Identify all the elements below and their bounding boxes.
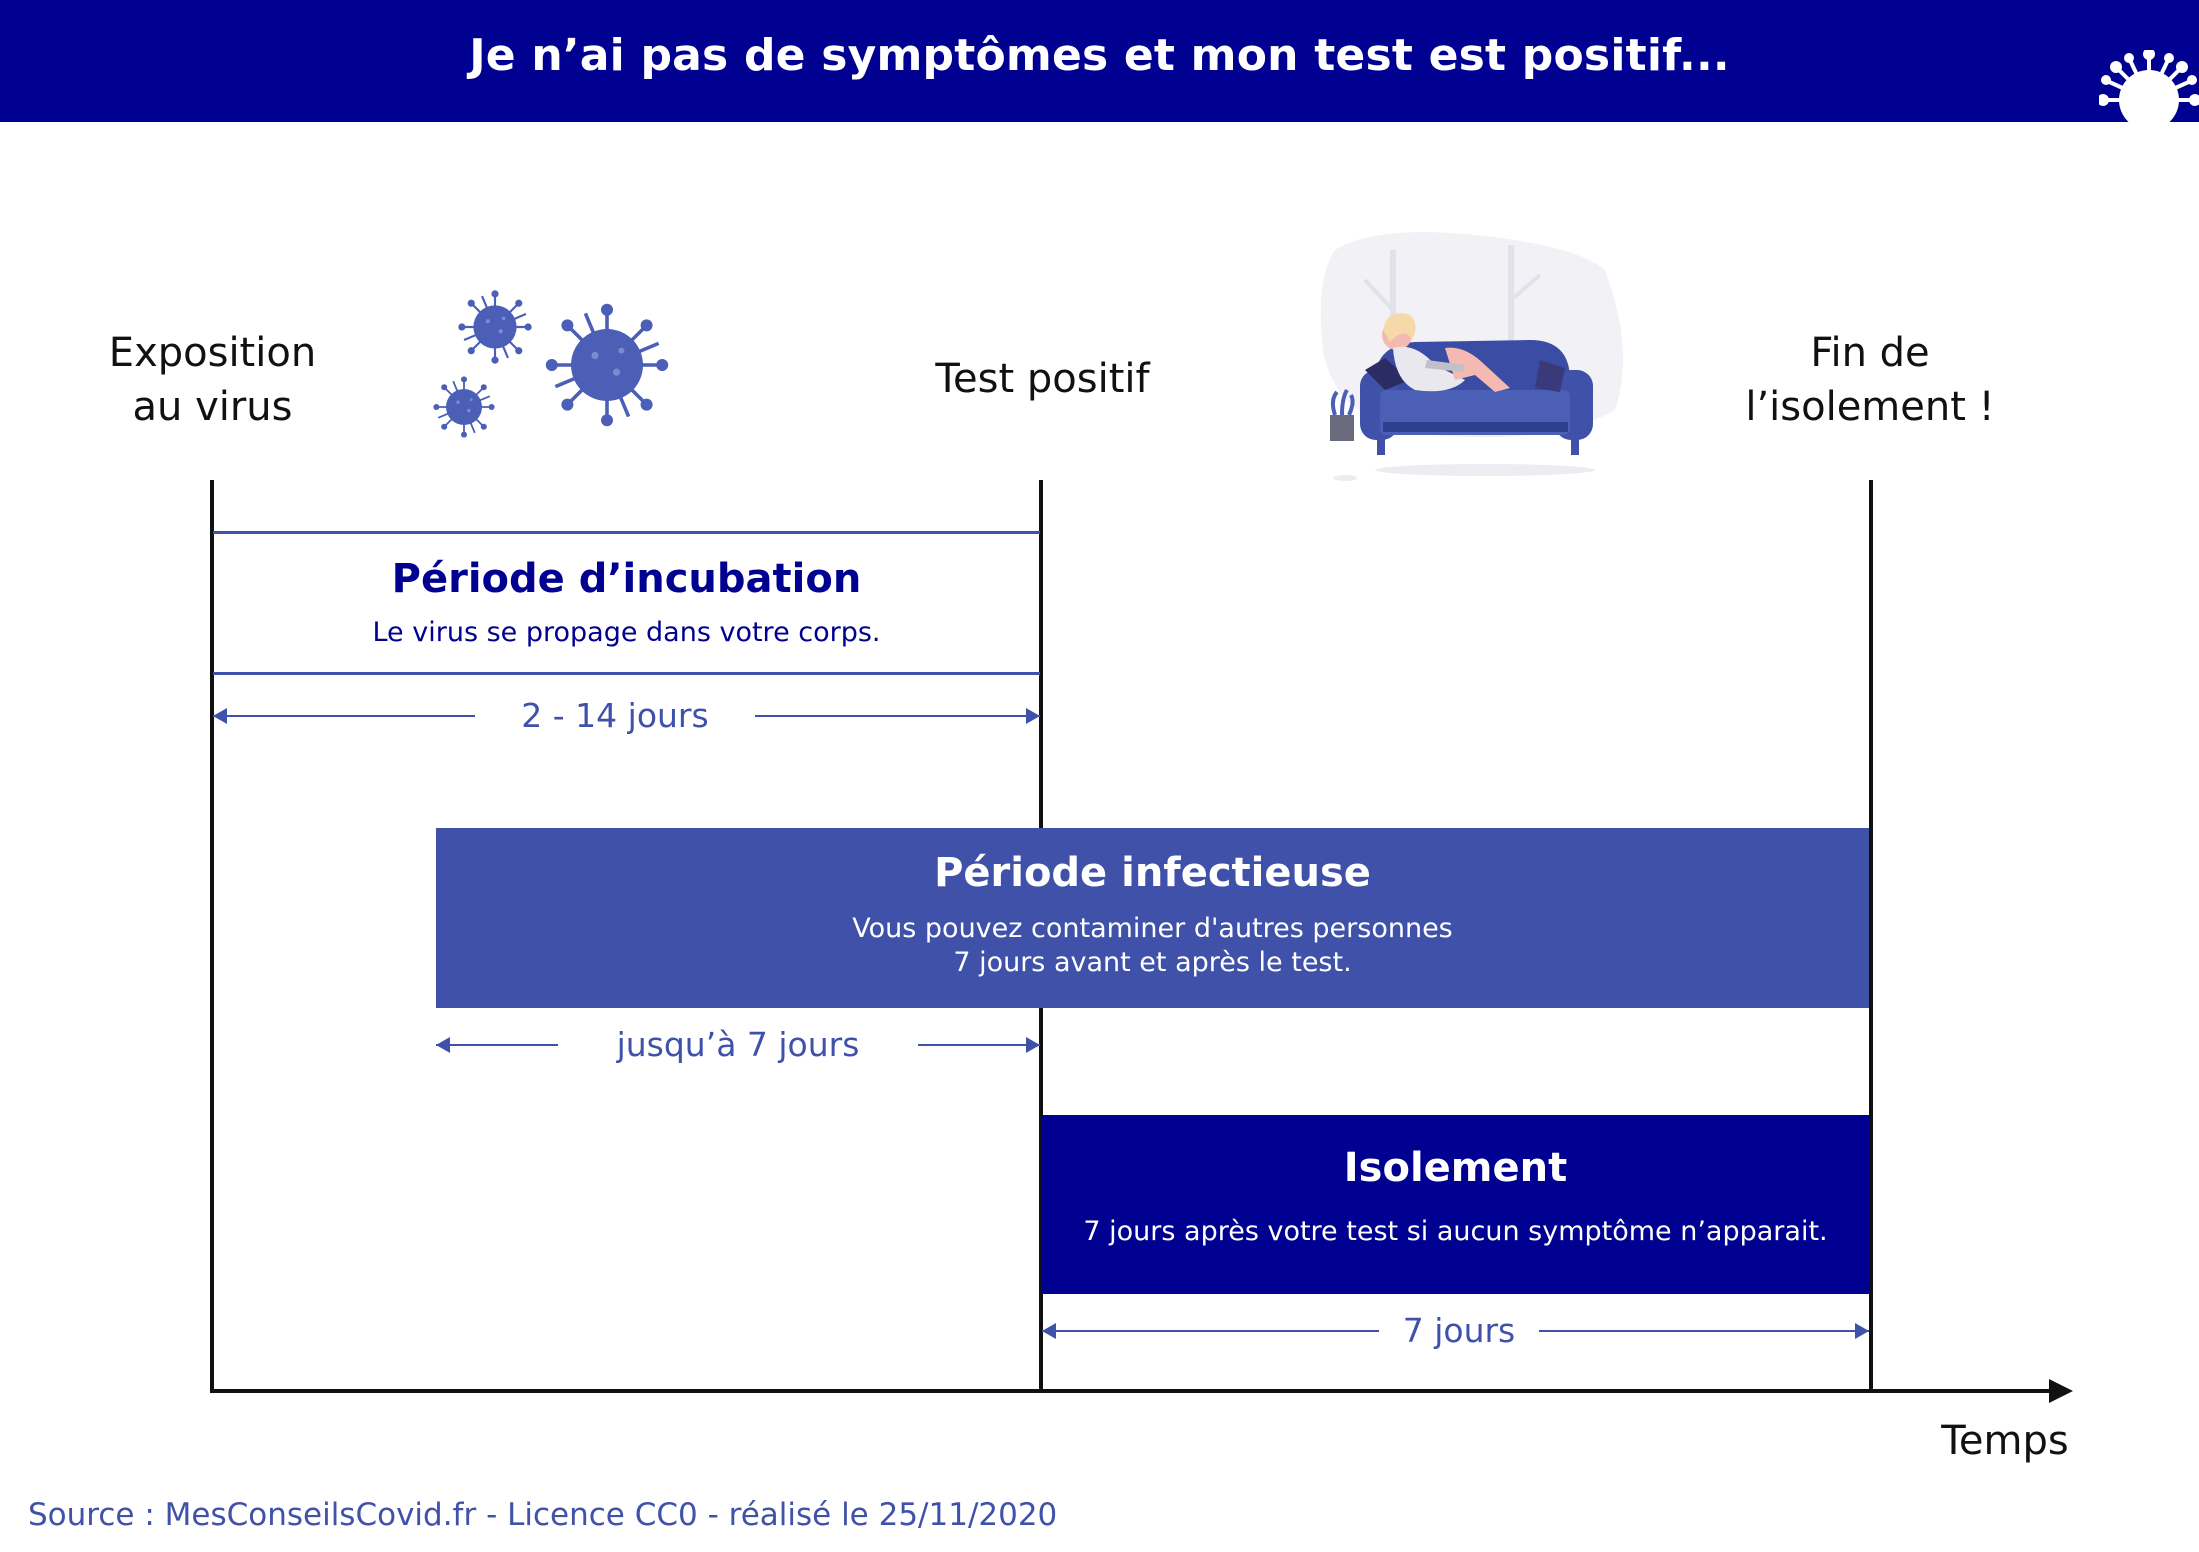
incubation-title: Période d’incubation (391, 556, 862, 602)
isolation-box: Isolement 7 jours après votre test si au… (1042, 1115, 1869, 1294)
milestone-exposition-line1: Exposition (108, 330, 317, 376)
virus-cluster-icon (432, 289, 671, 439)
milestone-test-positif: Test positif (935, 356, 1150, 402)
infectious-description-line2: 7 jours avant et après le test. (953, 947, 1352, 978)
arrow-left-icon (436, 1037, 450, 1053)
virus-icon (2099, 50, 2199, 122)
page-title: Je n’ai pas de symptômes et mon test est… (469, 30, 1730, 81)
infectious-title: Période infectieuse (934, 850, 1371, 896)
isolation-title: Isolement (1343, 1145, 1568, 1191)
source-credit: Source : MesConseilsCovid.fr - Licence C… (28, 1497, 1058, 1533)
arrow-left-icon (213, 708, 227, 724)
incubation-description: Le virus se propage dans votre corps. (372, 617, 881, 648)
infectious-box: Période infectieuse Vous pouvez contamin… (436, 828, 1869, 1008)
arrow-right-icon (1026, 708, 1040, 724)
time-axis (210, 1389, 2060, 1393)
fin-line (1869, 480, 1873, 1393)
milestone-exposition-line2: au virus (132, 384, 293, 430)
isolation-duration: 7 jours (1042, 1311, 1869, 1351)
incubation-box: Période d’incubation Le virus se propage… (213, 531, 1040, 675)
infectious-description: Vous pouvez contaminer d'autres personne… (436, 912, 1869, 980)
arrow-left-icon (1042, 1323, 1056, 1339)
milestone-fin-line2: l’isolement ! (1745, 384, 1995, 430)
arrow-right-icon (1026, 1037, 1040, 1053)
milestone-fin-isolement: Fin de l’isolement ! (1720, 326, 2020, 434)
sofa-illustration (1320, 232, 1623, 481)
incubation-duration-label: 2 - 14 jours (475, 696, 755, 736)
isolation-duration-label: 7 jours (1379, 1311, 1539, 1351)
infectious-duration-label: jusqu’à 7 jours (558, 1025, 918, 1065)
header-banner: Je n’ai pas de symptômes et mon test est… (0, 0, 2199, 122)
milestone-exposition: Exposition au virus (90, 326, 335, 434)
time-axis-arrow-icon (2049, 1379, 2073, 1403)
incubation-duration: 2 - 14 jours (213, 696, 1040, 736)
infectious-duration: jusqu’à 7 jours (436, 1025, 1040, 1065)
axis-label-temps: Temps (1941, 1418, 2069, 1464)
arrow-right-icon (1855, 1323, 1869, 1339)
exposition-line (210, 480, 214, 1393)
milestone-fin-line1: Fin de (1810, 330, 1930, 376)
isolation-description: 7 jours après votre test si aucun symptô… (1083, 1216, 1828, 1247)
infectious-description-line1: Vous pouvez contaminer d'autres personne… (852, 913, 1453, 944)
